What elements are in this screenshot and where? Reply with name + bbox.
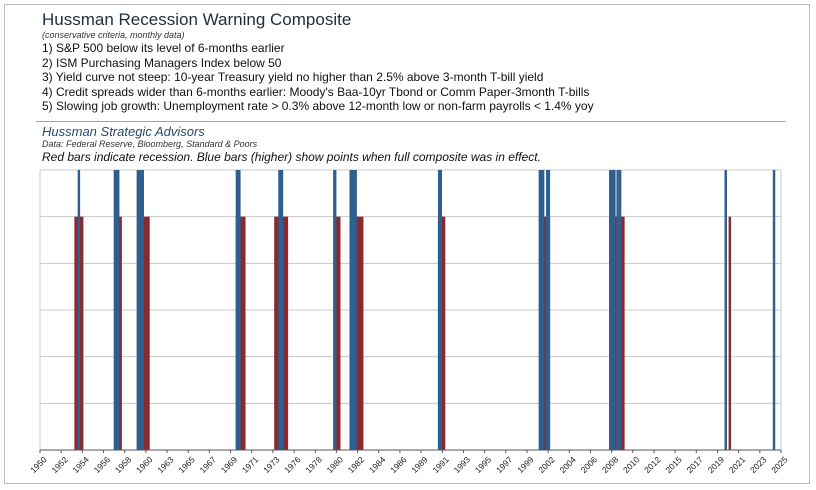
x-tick-label: 1969 <box>219 454 240 475</box>
chart-note: Red bars indicate recession. Blue bars (… <box>42 150 541 164</box>
source-org: Hussman Strategic Advisors <box>42 124 205 139</box>
x-tick-label: 1982 <box>346 454 367 475</box>
x-tick-label: 1967 <box>198 454 219 475</box>
warning-bar <box>349 170 357 450</box>
x-tick-label: 2021 <box>727 454 748 475</box>
warning-bar <box>235 170 241 450</box>
grid-layer <box>39 169 782 450</box>
x-tick-label: 1980 <box>325 454 346 475</box>
source-block: Hussman Strategic Advisors Data: Federal… <box>42 124 782 164</box>
x-tick-label: 1978 <box>303 454 324 475</box>
warning-bar <box>538 170 545 450</box>
x-tick-label: 1991 <box>430 454 451 475</box>
x-tick-label: 1973 <box>261 454 282 475</box>
x-tick-label: 1997 <box>494 454 515 475</box>
warning-bar <box>618 170 622 450</box>
warning-bar <box>278 170 284 450</box>
warning-bar <box>609 170 616 450</box>
warning-bar <box>772 170 776 450</box>
x-tick-label: 1993 <box>452 454 473 475</box>
warning-bar <box>77 170 81 450</box>
x-tick-label: 1999 <box>515 454 536 475</box>
warning-bar <box>546 170 551 450</box>
recession-bar <box>235 216 246 450</box>
x-tick-label: 1984 <box>367 454 388 475</box>
x-tick-label: 2025 <box>769 454 790 475</box>
x-tick-label: 1989 <box>409 454 430 475</box>
x-tick-label: 2002 <box>536 454 557 475</box>
x-tick-label: 1952 <box>49 454 70 475</box>
x-tick-label: 2019 <box>706 454 727 475</box>
warning-bar <box>616 170 619 450</box>
x-tick-label: 1976 <box>282 454 303 475</box>
warning-bar <box>113 170 120 450</box>
axis-layer: 1950 1952 1954 1956 1958 1960 1963 1965 1967 1969… <box>28 449 790 475</box>
recession-bar <box>140 216 150 450</box>
x-tick-label: 2006 <box>579 454 600 475</box>
chart-header: Hussman Recession Warning Composite (con… <box>42 10 782 114</box>
x-tick-label: 2017 <box>684 454 705 475</box>
x-tick-label: 1958 <box>113 454 134 475</box>
x-tick-label: 2015 <box>663 454 684 475</box>
recession-bar <box>334 216 341 450</box>
x-tick-label: 2004 <box>557 454 578 475</box>
x-tick-label: 1954 <box>71 454 92 475</box>
x-tick-label: 1963 <box>155 454 176 475</box>
chart-title: Hussman Recession Warning Composite <box>42 10 352 29</box>
x-tick-label: 1965 <box>176 454 197 475</box>
chart-subtitle: (conservative criteria, monthly data) <box>42 30 185 40</box>
criterion-1: 1) S&P 500 below its level of 6-months e… <box>42 41 285 55</box>
data-source: Data: Federal Reserve, Bloomberg, Standa… <box>42 139 258 149</box>
criterion-3: 3) Yield curve not steep: 10-year Treasu… <box>42 70 544 84</box>
x-tick-label: 2010 <box>621 454 642 475</box>
x-tick-label: 2008 <box>600 454 621 475</box>
x-tick-label: 1971 <box>240 454 261 475</box>
criteria-list: 1) S&P 500 below its level of 6-months e… <box>42 41 782 114</box>
criterion-5: 5) Slowing job growth: Unemployment rate… <box>42 99 594 113</box>
criterion-4: 4) Credit spreads wider than 6-months ea… <box>42 84 590 99</box>
bars-layer <box>74 170 776 450</box>
x-tick-label: 1960 <box>134 454 155 475</box>
x-tick-label: 2012 <box>642 454 663 475</box>
section-divider <box>36 121 786 122</box>
warning-bar <box>724 170 727 450</box>
x-tick-label: 2023 <box>748 454 769 475</box>
x-tick-label: 1956 <box>92 454 113 475</box>
warning-bar <box>136 170 144 450</box>
x-tick-label: 1950 <box>28 454 49 475</box>
criterion-2: 2) ISM Purchasing Managers Index below 5… <box>42 55 282 70</box>
x-tick-label: 1986 <box>388 454 409 475</box>
warning-bar <box>437 170 443 450</box>
warning-bar <box>333 170 337 450</box>
recession-bar <box>728 216 732 450</box>
x-tick-label: 1995 <box>473 454 494 475</box>
